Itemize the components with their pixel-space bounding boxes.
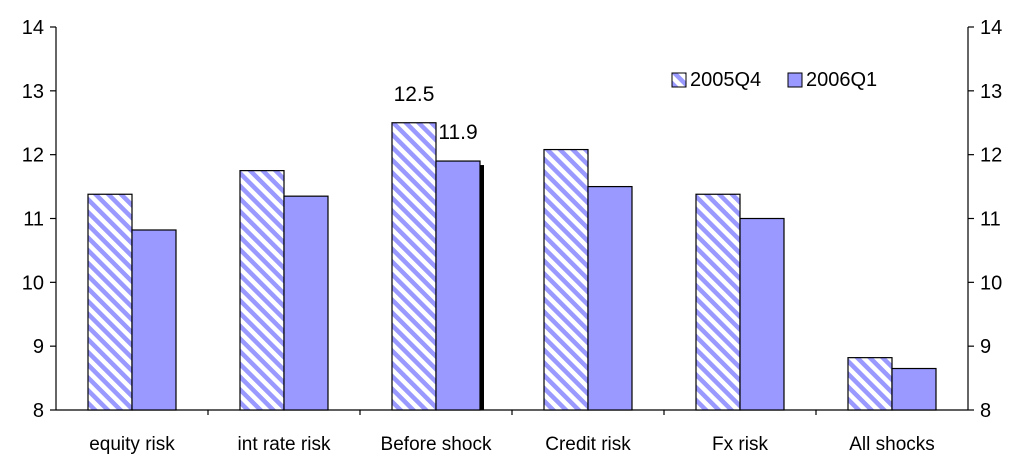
y-tick-label-right: 14 [980,17,1002,39]
legend-label-2005Q4: 2005Q4 [690,69,761,91]
bar-shadow [479,165,484,410]
y-tick-label-right: 8 [980,400,991,422]
y-tick-label-right: 11 [980,209,1001,231]
y-tick-label-left: 8 [33,400,44,422]
bar-2006Q1-int-rate-risk [283,195,329,411]
x-tick-label: Fx risk [712,434,768,455]
legend: 2005Q4 2006Q1 [671,69,877,91]
y-tick-label-left: 12 [22,145,44,167]
x-tick-label: equity risk [89,434,175,455]
x-tick-label: All shocks [849,434,935,455]
data-label: 12.5 [394,83,435,106]
bar-2006Q1-fx-risk [739,217,785,411]
bar-2005Q4-equity-risk [87,193,133,411]
x-tick-label: int rate risk [238,434,331,455]
y-tick-label-right: 12 [980,145,1002,167]
bar-2005Q4-before-shock [391,122,437,411]
y-tick-label-left: 9 [33,336,44,358]
y-tick-label-left: 13 [22,81,44,103]
y-tick-label-right: 9 [980,336,991,358]
bar-2005Q4-credit-risk [543,148,589,411]
bar-2005Q4-int-rate-risk [239,170,285,411]
bar-2005Q4-all-shocks [847,357,893,411]
legend-label-2006Q1: 2006Q1 [806,69,877,91]
legend-swatch-2006Q1 [787,72,803,88]
y-tick-label-right: 10 [980,272,1002,294]
x-tick-label: Credit risk [545,434,631,455]
bar-2005Q4-fx-risk [695,193,741,411]
y-tick-label-left: 10 [22,272,44,294]
legend-swatch-2005Q4 [671,72,687,88]
y-tick-label-left: 11 [23,209,44,231]
x-tick-label: Before shock [381,434,492,455]
bar-2006Q1-before-shock [435,160,481,411]
bar-2006Q1-credit-risk [587,185,633,411]
data-label: 11.9 [438,121,477,144]
bar-2006Q1-all-shocks [891,367,937,411]
plot-area: 8 8 9 9 10 10 11 11 12 12 13 13 14 14 equity risk int r… [22,17,1003,455]
y-tick-label-right: 13 [980,81,1002,103]
bar-2006Q1-equity-risk [131,229,177,411]
y-tick-label-left: 14 [22,17,44,39]
